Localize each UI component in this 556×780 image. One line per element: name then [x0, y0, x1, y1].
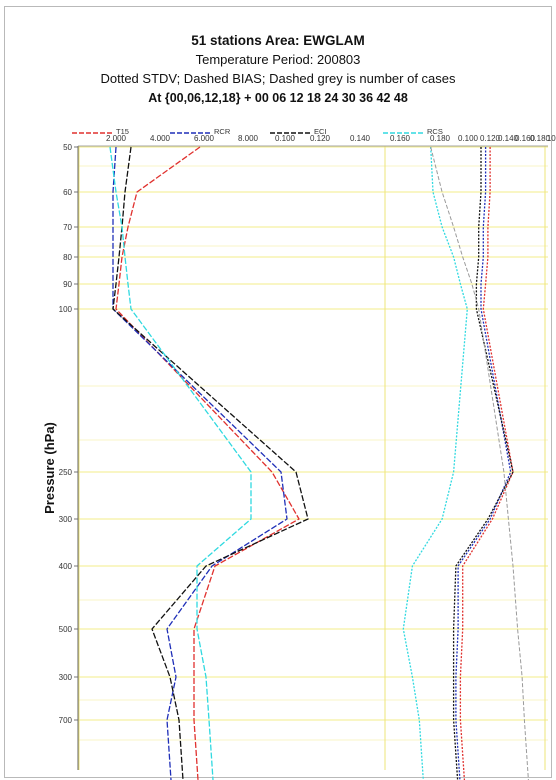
y-tick-label: 700: [59, 716, 73, 725]
legend-label: T15: [116, 127, 129, 136]
legend-label: RCR: [214, 127, 231, 136]
legend-label: RCS: [427, 127, 443, 136]
x-tick-label: 0.100: [458, 134, 479, 143]
series-line-cases: [430, 146, 529, 780]
chart-subtitle: Temperature Period: 200803: [195, 52, 361, 67]
series-line-t15-stdv: [459, 147, 514, 780]
y-tick-label: 300: [59, 515, 73, 524]
x-tick-label: 8.000: [238, 134, 259, 143]
legend-label: ECI: [314, 127, 327, 136]
x-tick-label: 0.140: [350, 134, 371, 143]
x-tick-label: 0.160: [515, 134, 536, 143]
x-tick-label: 0.120: [480, 134, 501, 143]
series-line-rcr-stdv: [455, 147, 512, 780]
y-tick-label: 300: [59, 673, 73, 682]
y-axis-label: Pressure (hPa): [42, 422, 57, 514]
x-tick-label: 6.000: [194, 134, 215, 143]
series-line-eci-stdv: [452, 147, 514, 780]
x-tick-label: 0.100: [275, 134, 296, 143]
y-tick-label: 500: [59, 625, 73, 634]
x-tick-label: 10⁴: [547, 134, 556, 143]
chart-subtitle-2: Dotted STDV; Dashed BIAS; Dashed grey is…: [100, 71, 456, 86]
series-line-rcr: [112, 146, 288, 780]
x-tick-label: 2.000: [106, 134, 127, 143]
y-tick-label: 250: [59, 468, 73, 477]
x-tick-label: 4.000: [150, 134, 171, 143]
series-line-rcs-stdv: [402, 146, 468, 780]
x-tick-label: 0.160: [390, 134, 411, 143]
chart-title: 51 stations Area: EWGLAM: [191, 33, 365, 48]
y-tick-label: 90: [63, 280, 72, 289]
y-tick-label: 60: [63, 188, 72, 197]
x-tick-label: 0.180: [530, 134, 551, 143]
series-line-t15: [115, 146, 300, 780]
series-line-rcs: [109, 146, 252, 780]
y-tick-label: 50: [63, 143, 72, 152]
y-tick-label: 400: [59, 562, 73, 571]
y-tick-label: 70: [63, 223, 72, 232]
x-tick-label: 0.140: [498, 134, 519, 143]
x-tick-label: 0.120: [310, 134, 331, 143]
y-tick-label: 100: [59, 305, 73, 314]
y-tick-label: 80: [63, 253, 72, 262]
x-tick-label: 0.180: [430, 134, 451, 143]
series-line-eci: [112, 146, 309, 780]
chart-subtitle-3: At {00,06,12,18} + 00 06 12 18 24 30 36 …: [148, 91, 408, 105]
